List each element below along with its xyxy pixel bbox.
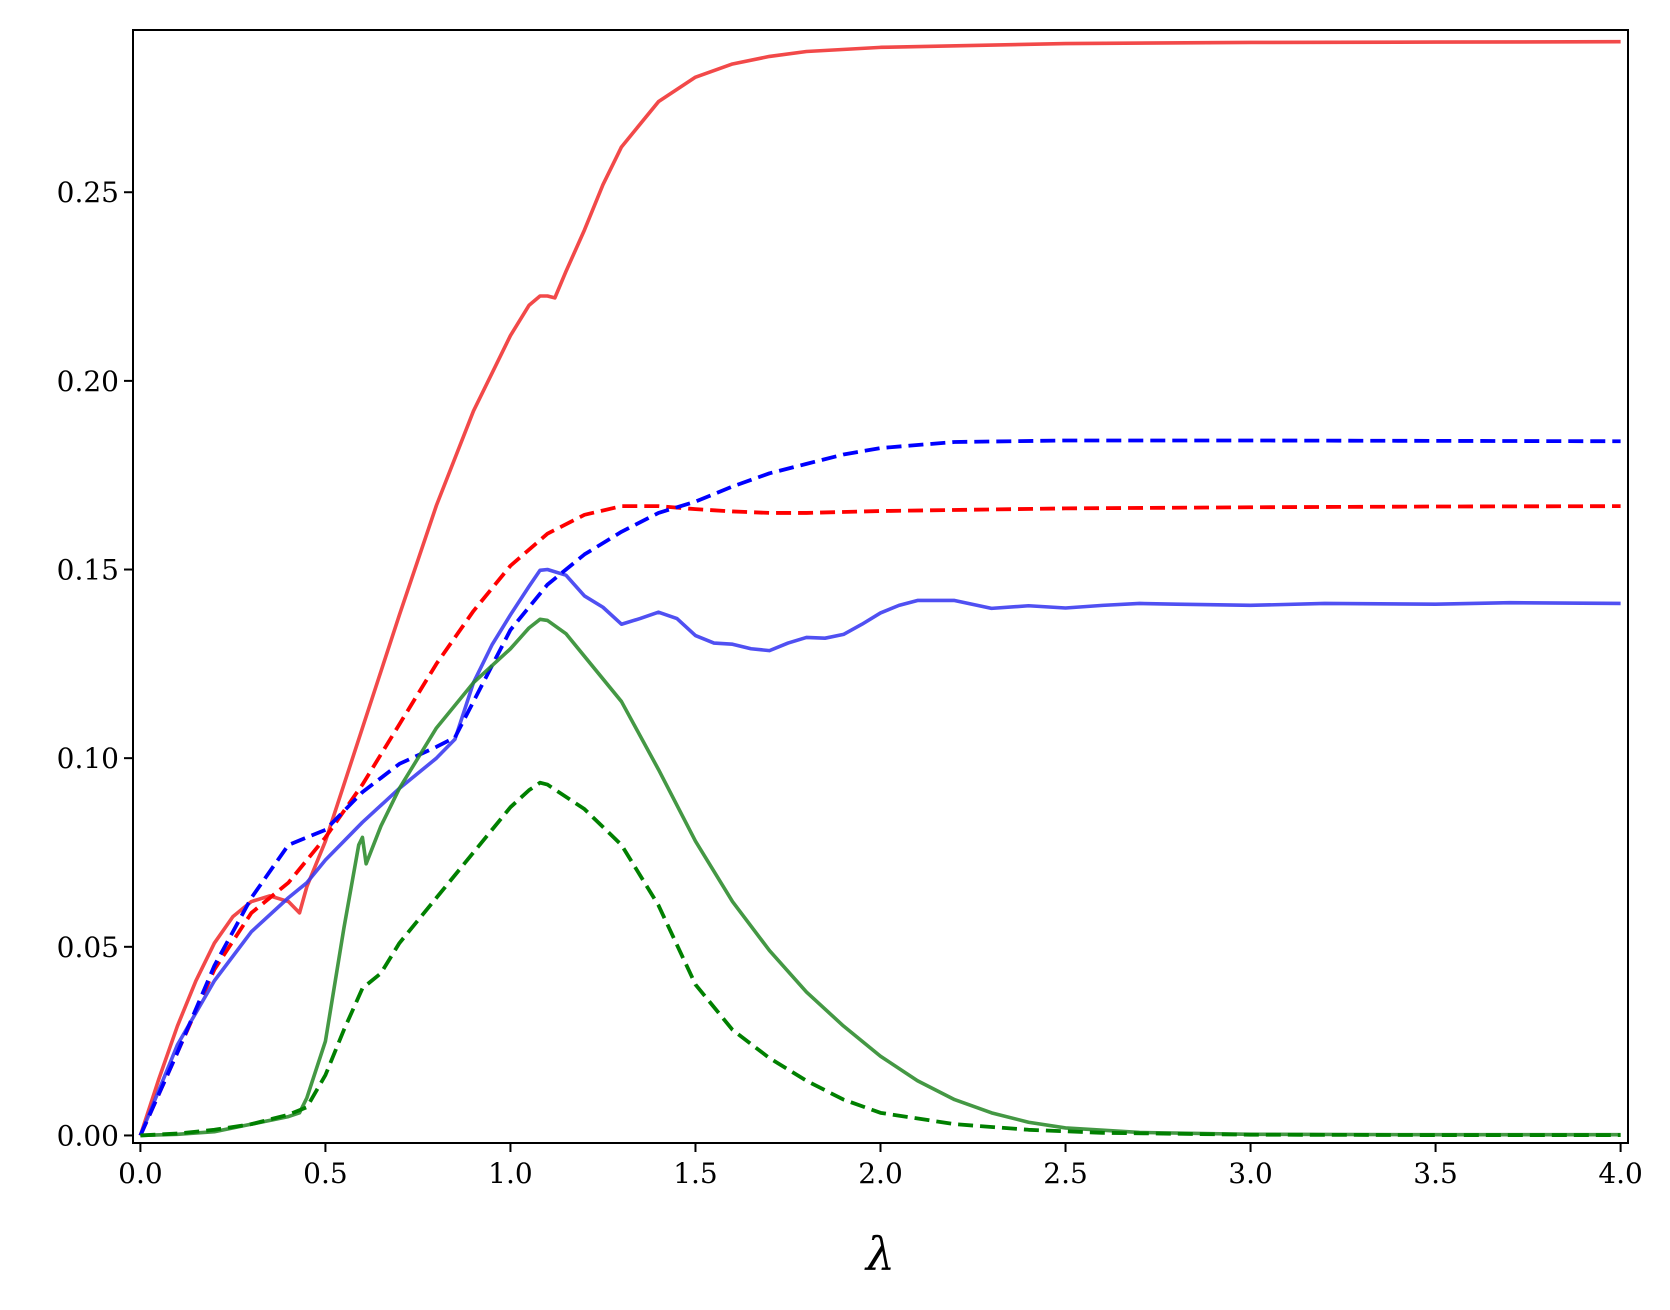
series-line-2-dashed [138, 504, 1621, 1137]
y-tick-label: 0.20 [57, 365, 119, 398]
x-axis-title: λ [864, 1227, 895, 1281]
x-tick-label: 1.5 [673, 1157, 718, 1190]
series-line-1-solid [138, 39, 1621, 1137]
y-tick-label: 0.10 [57, 742, 119, 775]
series-line-5-solid [140, 617, 1621, 1138]
series-layer [138, 39, 1621, 1138]
x-tick-label: 0.5 [303, 1157, 348, 1190]
x-axis-ticks: 0.0 0.5 1.0 1.5 2.0 2.5 3.0 3.5 4.0 [118, 1143, 1643, 1190]
x-tick-label: 3.0 [1228, 1157, 1273, 1190]
y-tick-label: 0.15 [57, 554, 119, 587]
series-line-4-dashed [138, 438, 1621, 1137]
y-tick-label: 0.05 [57, 931, 119, 964]
series-line-3-solid [138, 567, 1621, 1137]
x-tick-label: 1.0 [488, 1157, 533, 1190]
y-axis-ticks: 0.00 0.05 0.10 0.15 0.20 0.25 [57, 176, 133, 1152]
x-tick-label: 4.0 [1598, 1157, 1643, 1190]
x-tick-label: 2.5 [1043, 1157, 1088, 1190]
series-line-6-dashed [140, 780, 1621, 1138]
plot-frame [132, 29, 1629, 1144]
x-tick-label: 0.0 [118, 1157, 163, 1190]
x-tick-label: 3.5 [1413, 1157, 1458, 1190]
y-tick-label: 0.00 [57, 1119, 119, 1152]
y-tick-label: 0.25 [57, 176, 119, 209]
x-tick-label: 2.0 [858, 1157, 903, 1190]
